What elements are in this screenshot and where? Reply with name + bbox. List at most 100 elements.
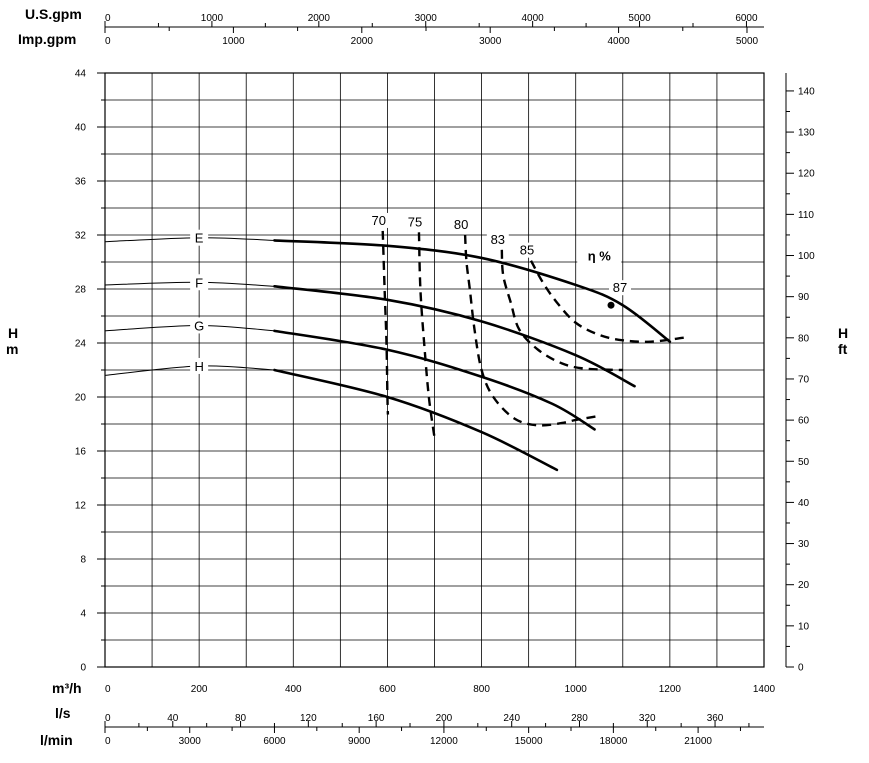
efficiency-curve-70 [381, 230, 390, 415]
ls-axis-tick-label: 0 [105, 713, 111, 724]
ls-axis-tick-label: 120 [300, 713, 317, 724]
left-axis-tick-label: 36 [75, 177, 87, 188]
usgpm-axis-tick-label: 1000 [201, 13, 224, 24]
impgpm-axis-tick-label: 5000 [736, 36, 759, 47]
efficiency-point-label-87: 87 [613, 280, 627, 295]
lmin-axis-tick-label: 12000 [430, 736, 458, 747]
head-curve-label-g: G [194, 318, 204, 333]
axes: 0 4 8 12 16 20 24 28 32 36 40 44 0 10 20 30 40 50 60 70 80 90… [75, 13, 815, 747]
right-axis-tick-label: 20 [798, 580, 810, 591]
right-axis-unit-top: H [838, 325, 848, 341]
efficiency-point-label-bg [609, 280, 632, 296]
left-axis-tick-label: 0 [80, 663, 86, 674]
efficiency-title-label: η % [588, 248, 612, 263]
efficiency-label-bg [367, 212, 390, 228]
efficiency-label-bg [403, 214, 426, 230]
lmin-axis-tick-label: 15000 [515, 736, 543, 747]
right-axis-unit-bottom: ft [838, 341, 848, 357]
right-axis-tick-label: 140 [798, 86, 815, 97]
left-axis-tick-label: 28 [75, 285, 87, 296]
m3h-axis-label-text: m³/h [52, 680, 82, 696]
efficiency-label-bg [515, 242, 538, 258]
m3h-axis-tick-label: 1000 [565, 684, 588, 695]
right-axis-tick-label: 60 [798, 416, 810, 427]
left-axis-tick-label: 16 [75, 447, 87, 458]
efficiency-curve-label-70: 70 [371, 213, 385, 228]
right-axis-tick-label: 50 [798, 457, 810, 468]
lmin-axis-label: l/min [40, 732, 73, 748]
m3h-axis-tick-label: 1200 [659, 684, 682, 695]
head-curve-label-bg [190, 274, 209, 291]
head-curve-h [273, 368, 559, 472]
impgpm-axis-label: Imp.gpm [18, 31, 76, 47]
efficiency-curves [381, 230, 685, 438]
m3h-axis-tick-label: 600 [379, 684, 396, 695]
head-curve-label-bg [190, 317, 209, 334]
right-axis-tick-label: 80 [798, 333, 810, 344]
left-axis-tick-label: 44 [75, 69, 87, 80]
ls-axis-tick-label: 200 [436, 713, 453, 724]
efficiency-curve-83 [500, 249, 623, 372]
efficiency-title-bg [577, 247, 622, 265]
efficiency-curve-label-80: 80 [454, 217, 468, 232]
impgpm-axis-tick-label: 3000 [479, 36, 502, 47]
head-curve-f [273, 285, 636, 388]
ls-axis-tick-label: 240 [503, 713, 520, 724]
head-curve-g [273, 329, 596, 431]
usgpm-axis-tick-label: 2000 [308, 13, 331, 24]
lmin-axis-tick-label: 9000 [348, 736, 371, 747]
efficiency-label-bg [486, 231, 509, 247]
m3h-axis-tick-label: 0 [105, 684, 111, 695]
ls-axis-tick-label: 40 [167, 713, 179, 724]
head-curve-label-bg [190, 357, 209, 374]
right-axis-tick-label: 30 [798, 539, 810, 550]
efficiency-curve-75 [417, 232, 436, 438]
right-axis-tick-label: 70 [798, 374, 810, 385]
m3h-axis-tick-label: 1400 [753, 684, 776, 695]
left-axis-tick-label: 4 [80, 609, 86, 620]
curve-labels: E F G H 70 75 80 83 85 87 η % [190, 212, 632, 374]
ls-axis-tick-label: 160 [368, 713, 385, 724]
right-axis-tick-label: 40 [798, 498, 810, 509]
usgpm-axis-label: U.S.gpm [25, 6, 82, 22]
m3h-axis-tick-label: 400 [285, 684, 302, 695]
usgpm-axis-tick-label: 5000 [628, 13, 651, 24]
right-axis-tick-label: 100 [798, 251, 815, 262]
impgpm-axis-tick-label: 0 [105, 36, 111, 47]
left-axis-tick-label: 12 [75, 501, 87, 512]
impgpm-axis-tick-label: 2000 [351, 36, 374, 47]
head-curve-label-bg [190, 229, 209, 246]
efficiency-curve-85 [529, 260, 685, 343]
left-axis-tick-label: 8 [80, 555, 86, 566]
lmin-axis-tick-label: 3000 [179, 736, 202, 747]
left-axis-tick-label: 24 [75, 339, 87, 350]
lmin-axis-tick-label: 18000 [599, 736, 627, 747]
left-axis-unit-top: H [8, 325, 18, 341]
usgpm-axis-tick-label: 6000 [735, 13, 758, 24]
m3h-axis-tick-label: 800 [473, 684, 490, 695]
usgpm-axis-tick-label: 3000 [415, 13, 438, 24]
impgpm-axis-tick-label: 4000 [607, 36, 630, 47]
left-axis-tick-label: 20 [75, 393, 87, 404]
m3h-axis-tick-label: 200 [191, 684, 208, 695]
ls-axis-tick-label: 80 [235, 713, 247, 724]
right-axis-tick-label: 90 [798, 292, 810, 303]
head-curve-label-h: H [194, 359, 203, 374]
ls-axis-tick-label: 320 [639, 713, 656, 724]
usgpm-axis-tick-label: 4000 [522, 13, 545, 24]
lmin-axis-tick-label: 0 [105, 736, 111, 747]
ls-axis-label: l/s [55, 705, 71, 721]
left-axis-unit-bottom: m [6, 341, 18, 357]
right-axis-tick-label: 130 [798, 128, 815, 139]
lmin-axis-tick-label: 6000 [263, 736, 286, 747]
lmin-axis-tick-label: 21000 [684, 736, 712, 747]
efficiency-curve-80 [463, 234, 600, 427]
right-axis-tick-label: 110 [798, 210, 814, 221]
head-curve-e [273, 239, 672, 343]
efficiency-label-bg [450, 217, 473, 232]
m3h-axis-label: m³/h [52, 680, 82, 696]
ls-axis-tick-label: 280 [571, 713, 588, 724]
left-axis-tick-label: 40 [75, 123, 87, 134]
right-axis-tick-label: 10 [798, 621, 810, 632]
right-axis-tick-label: 120 [798, 169, 815, 180]
